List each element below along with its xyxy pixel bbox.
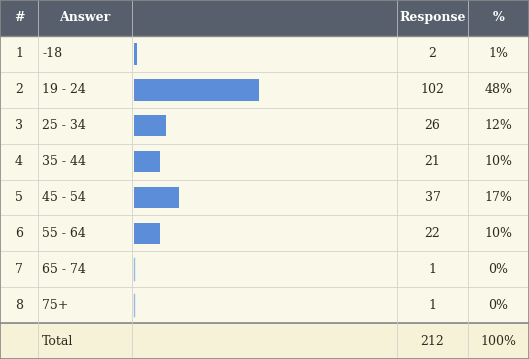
Text: 65 - 74: 65 - 74 [42,263,86,276]
Text: 1: 1 [428,263,436,276]
Text: #: # [14,11,24,24]
Text: 21: 21 [424,155,441,168]
Text: 4: 4 [15,155,23,168]
Bar [134,187,179,208]
Text: 3: 3 [15,119,23,132]
Text: 1: 1 [428,299,436,312]
Text: 100%: 100% [480,335,517,348]
Text: 55 - 64: 55 - 64 [42,227,86,240]
Text: 45 - 54: 45 - 54 [42,191,86,204]
Text: 37: 37 [424,191,441,204]
Bar [134,151,160,172]
Text: 1%: 1% [489,47,508,60]
Text: -18: -18 [42,47,62,60]
Text: 0%: 0% [489,263,508,276]
Text: 19 - 24: 19 - 24 [42,83,86,96]
Text: 22: 22 [425,227,440,240]
Text: 35 - 44: 35 - 44 [42,155,86,168]
Text: 0%: 0% [489,299,508,312]
Text: 212: 212 [421,335,444,348]
Text: 17%: 17% [485,191,513,204]
Bar [0,144,529,180]
Text: 10%: 10% [485,227,513,240]
Bar [134,115,166,136]
Bar [0,36,529,72]
Text: %: % [492,11,505,24]
Bar [0,287,529,323]
Text: 6: 6 [15,227,23,240]
Bar [132,0,397,36]
Text: Total: Total [42,335,74,348]
Text: 5: 5 [15,191,23,204]
Bar [0,108,529,144]
Text: Answer: Answer [60,11,111,24]
Bar [38,0,132,36]
Text: 102: 102 [421,83,444,96]
Text: 10%: 10% [485,155,513,168]
Bar [134,223,160,244]
Text: 1: 1 [15,47,23,60]
Bar [134,43,137,65]
Bar [468,0,529,36]
Text: 7: 7 [15,263,23,276]
Bar [0,323,529,359]
Bar [0,251,529,287]
Bar [0,72,529,108]
Text: 12%: 12% [485,119,513,132]
Text: 25 - 34: 25 - 34 [42,119,86,132]
Bar [0,215,529,251]
Bar [397,0,468,36]
Bar [0,0,38,36]
Text: 26: 26 [424,119,441,132]
Text: 2: 2 [15,83,23,96]
Bar [0,180,529,215]
Text: 2: 2 [428,47,436,60]
Text: 8: 8 [15,299,23,312]
Text: Response: Response [399,11,466,24]
Bar [134,79,259,101]
Text: 75+: 75+ [42,299,69,312]
Text: 48%: 48% [485,83,513,96]
